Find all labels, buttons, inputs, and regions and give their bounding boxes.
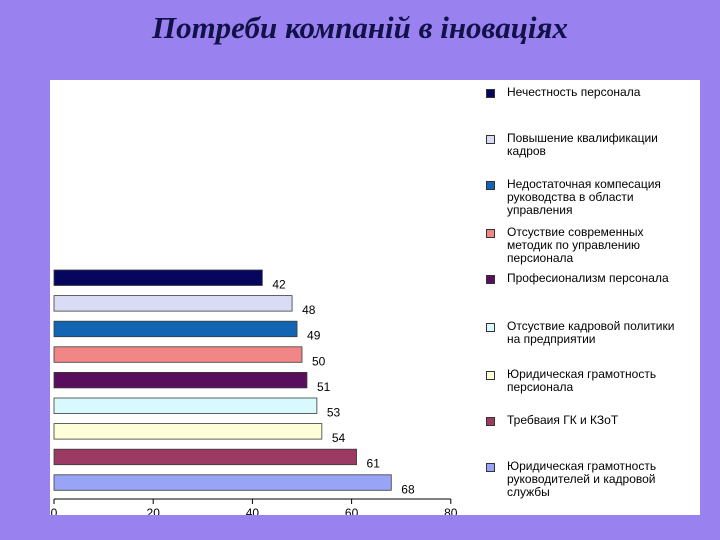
legend-swatch xyxy=(486,323,495,332)
legend-swatch xyxy=(486,181,495,190)
data-label: 49 xyxy=(307,329,321,343)
bar xyxy=(53,371,308,389)
data-label: 54 xyxy=(332,431,346,445)
x-tick-label: 20 xyxy=(147,506,161,515)
legend-label: Юридическая грамотность персионала xyxy=(507,367,657,394)
legend-swatch xyxy=(486,89,495,98)
legend-swatch xyxy=(486,275,495,284)
bar xyxy=(53,397,318,414)
x-tick-label: 80 xyxy=(444,506,458,515)
data-label: 42 xyxy=(272,278,286,292)
legend-label: Требваия ГК и КЗоТ xyxy=(507,413,619,427)
legend-swatch xyxy=(486,463,495,472)
legend-swatch xyxy=(486,229,495,238)
data-label: 48 xyxy=(302,303,316,317)
bar xyxy=(53,448,357,466)
x-tick-label: 40 xyxy=(246,506,260,515)
bar xyxy=(53,320,298,338)
chart-legend: Нечестность персонала Повышение квалифика… xyxy=(480,80,700,515)
bar xyxy=(53,474,392,491)
data-label: 51 xyxy=(317,380,331,394)
legend-swatch xyxy=(486,371,495,380)
data-label: 61 xyxy=(367,457,381,471)
chart-panel: 42 48 49 50 51 53 54 61 68 0 20 40 60 80 Нечестность … xyxy=(50,80,700,515)
legend-label: Нечестность персонала xyxy=(507,85,641,99)
data-label: 68 xyxy=(401,482,415,496)
legend-label: Отсуствие современных методик по управле… xyxy=(507,225,644,265)
legend-label: Повышение квалификации кадров xyxy=(507,131,658,158)
legend-label: Недостаточная компесация руководства в о… xyxy=(507,177,661,217)
bar xyxy=(53,346,303,363)
bar xyxy=(53,295,293,312)
legend-label: Професионализм персонала xyxy=(507,271,669,285)
data-label: 50 xyxy=(312,354,326,368)
legend-label: Юридическая грамотность руководителей и … xyxy=(507,459,657,499)
x-tick-label: 60 xyxy=(345,506,359,515)
data-label: 53 xyxy=(327,406,341,420)
bar xyxy=(53,269,263,286)
x-tick-label: 0 xyxy=(51,506,58,515)
bar-chart: 42 48 49 50 51 53 54 61 68 0 20 40 60 80 xyxy=(51,269,458,515)
legend-swatch xyxy=(486,417,495,426)
bar xyxy=(53,423,323,440)
legend-label: Отсуствие кадровой политики на предприят… xyxy=(507,319,675,346)
slide-title: Потреби компаній в іноваціях xyxy=(151,10,569,45)
legend-swatch xyxy=(486,135,495,144)
